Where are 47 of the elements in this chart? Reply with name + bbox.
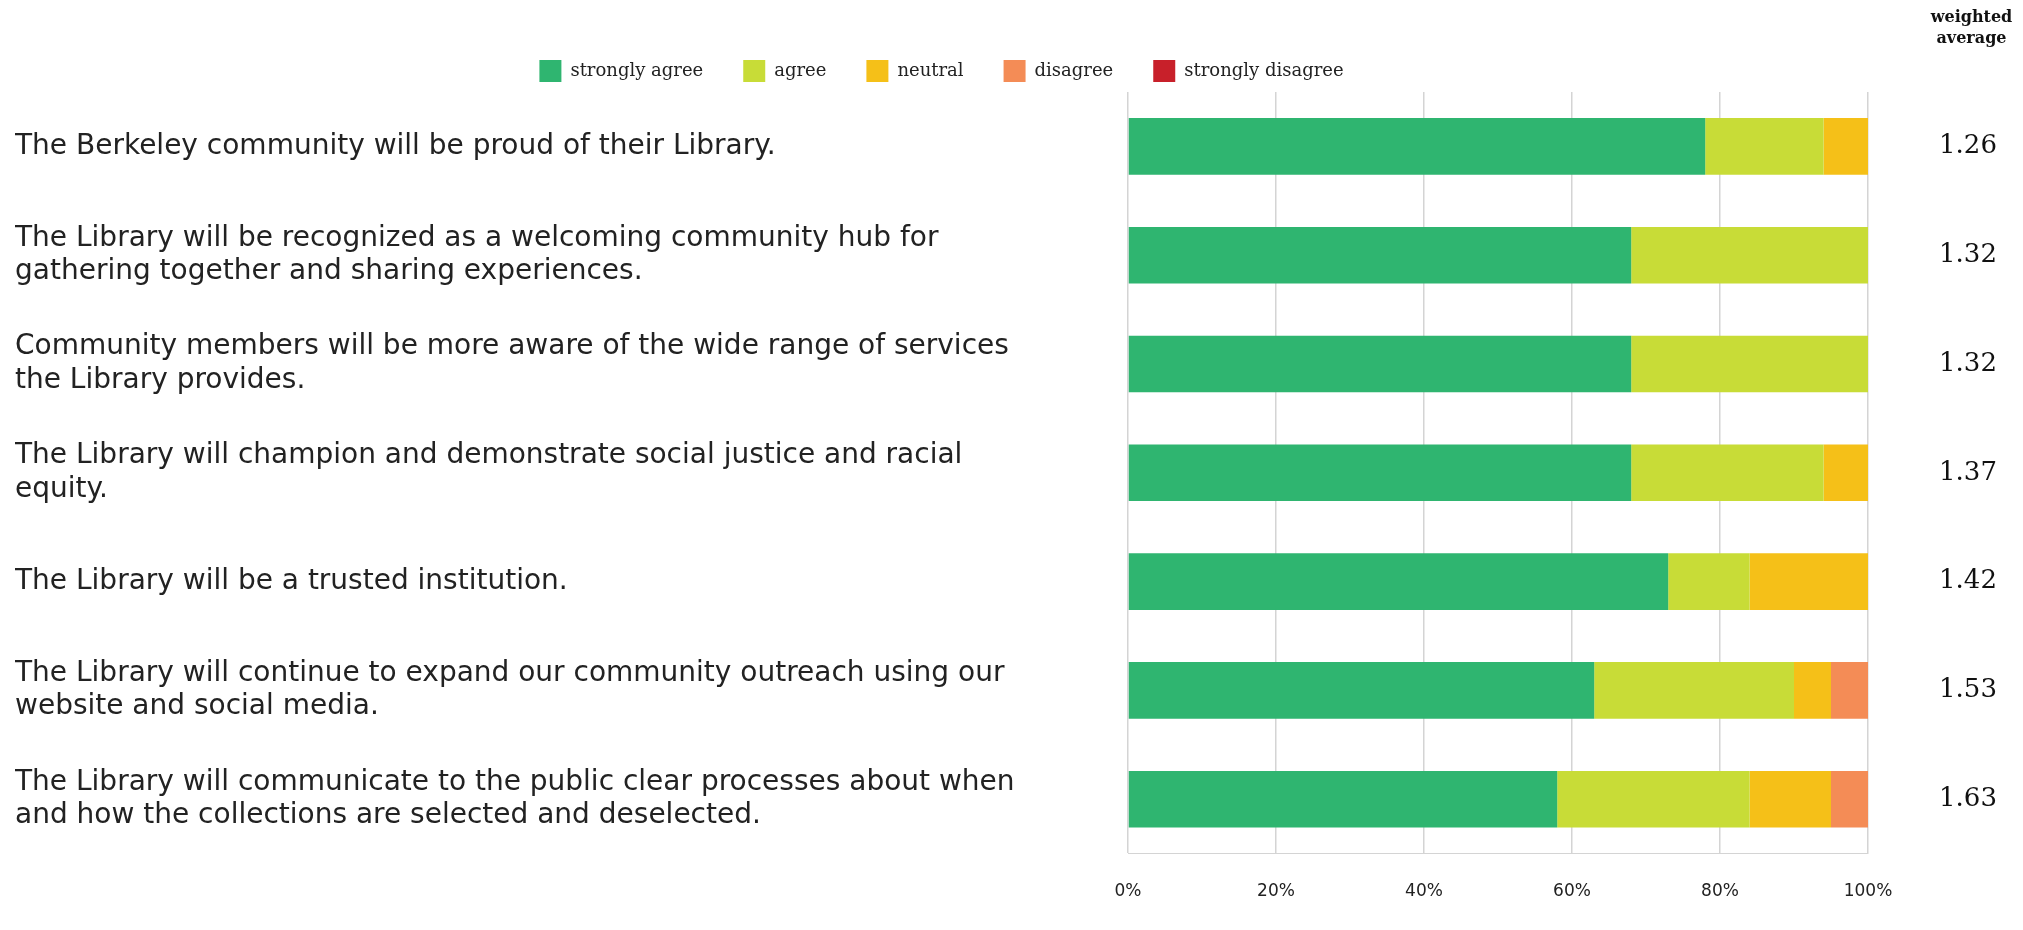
y-tick-label: The Library will be recognized as a welcoming community hub for gathering together and sharing experiences. <box>14 219 939 287</box>
legend-label: strongly agree <box>570 58 704 80</box>
bar <box>1794 662 1831 719</box>
y-tick-label: The Library will communicate to the public clear processes about when and how the collections are selected and deselected. <box>14 763 1015 831</box>
bar <box>1705 118 1824 175</box>
text: weighted average <box>1929 6 2014 48</box>
bar <box>1823 118 1868 175</box>
x-tick-label: 80% <box>1701 880 1739 901</box>
bar <box>1749 770 1831 828</box>
x-tick-label: 60% <box>1553 880 1591 901</box>
text: 1.42 <box>1939 564 1997 595</box>
bar <box>1749 553 1868 610</box>
bar <box>1668 553 1750 610</box>
bar <box>1128 553 1669 610</box>
y-tick-label: The Library will champion and demonstrate social justice and racial equity. <box>14 437 963 504</box>
text: 1.26 <box>1939 129 1997 160</box>
y-tick-label: The Berkeley community will be proud of their Library. <box>14 127 776 161</box>
bar <box>1823 444 1868 502</box>
text: 1.32 <box>1939 237 1997 268</box>
bar <box>1631 444 1824 502</box>
bar <box>1831 662 1868 719</box>
x-tick-label: 40% <box>1405 880 1443 901</box>
bar <box>1128 770 1558 828</box>
legend-label: neutral <box>897 58 964 80</box>
y-tick-label: The Library will continue to expand our community outreach using our website and social media. <box>14 654 1005 722</box>
bar <box>1594 662 1794 719</box>
x-tick-label: 20% <box>1257 880 1295 901</box>
legend-label: agree <box>774 58 827 80</box>
y-tick-label: The Library will be a trusted institution. <box>14 562 568 596</box>
bar <box>1831 770 1868 828</box>
bar <box>1128 226 1632 284</box>
bar <box>1128 662 1595 719</box>
text: 1.53 <box>1939 673 1997 704</box>
legend-label: strongly disagree <box>1184 58 1344 80</box>
legend-label: disagree <box>1034 58 1114 80</box>
x-tick-label: 100% <box>1843 880 1893 901</box>
bar <box>1128 335 1632 393</box>
bar <box>1557 770 1750 828</box>
text: 1.32 <box>1939 346 1997 377</box>
bar <box>1128 444 1632 502</box>
text: 1.37 <box>1939 455 1997 486</box>
text: 1.63 <box>1939 781 1997 812</box>
bar <box>1128 118 1706 175</box>
y-tick-label: Community members will be more aware of the wide range of services the Library provides. <box>15 328 1009 396</box>
bar <box>1631 226 1868 284</box>
x-tick-label: 0% <box>1114 880 1142 901</box>
bar <box>1631 335 1868 393</box>
